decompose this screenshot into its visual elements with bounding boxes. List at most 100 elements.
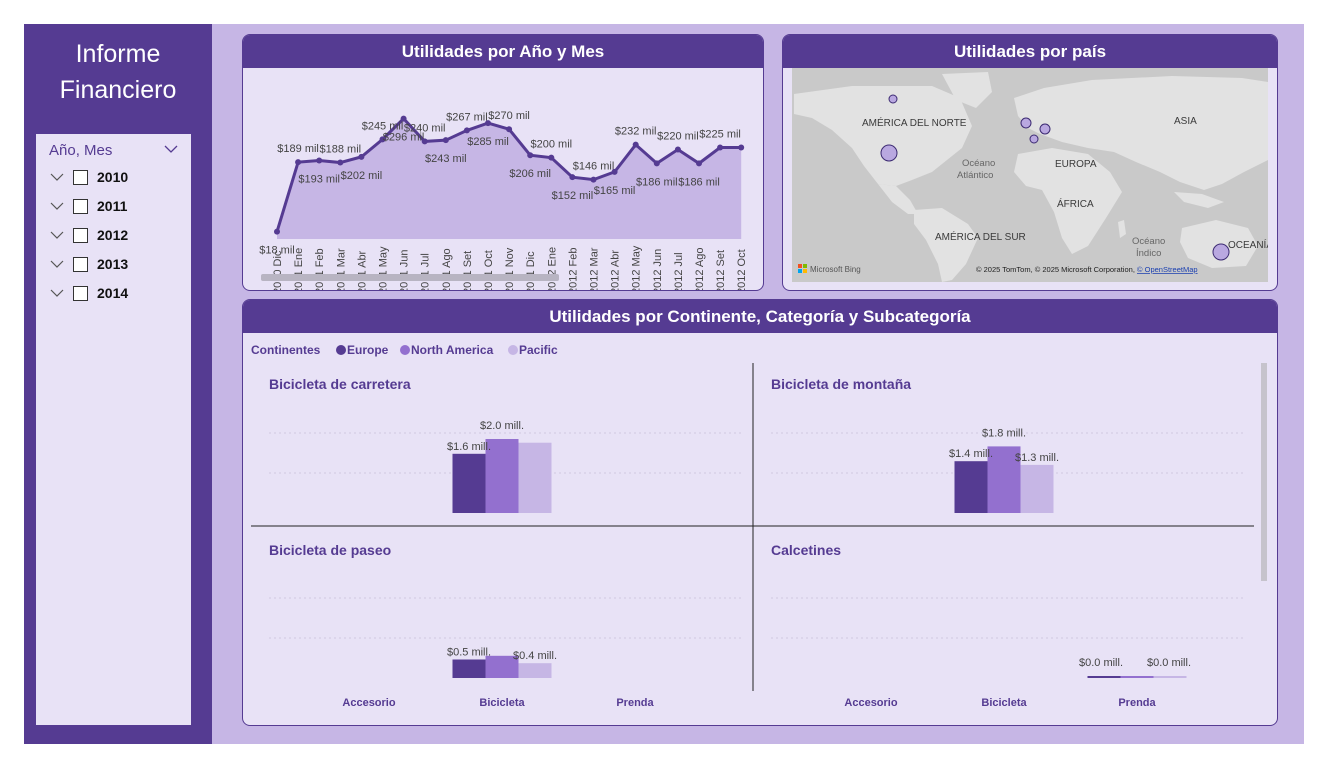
map-attribution: © 2025 TomTom, © 2025 Microsoft Corporat… — [976, 265, 1198, 274]
osm-link[interactable]: © OpenStreetMap — [1137, 265, 1198, 274]
legend-item[interactable]: Pacific — [519, 343, 558, 357]
chevron-down-icon[interactable] — [50, 258, 64, 270]
line-point[interactable] — [358, 153, 365, 160]
line-point[interactable] — [611, 168, 618, 175]
legend-item[interactable]: North America — [411, 343, 494, 357]
line-point[interactable] — [337, 159, 344, 166]
chevron-down-icon[interactable] — [50, 229, 64, 241]
map-bubbles — [880, 94, 1230, 261]
line-point[interactable] — [738, 144, 745, 151]
vertical-scrollbar[interactable] — [1261, 363, 1267, 581]
line-point[interactable] — [527, 152, 534, 159]
data-label: $0.5 mill. — [447, 647, 491, 659]
slicer-year-2012[interactable]: 2012 — [48, 226, 178, 248]
bubble-united-states[interactable] — [880, 144, 898, 162]
bar[interactable] — [1153, 676, 1187, 678]
line-point[interactable] — [717, 144, 724, 151]
data-label: $186 mil — [678, 176, 720, 188]
line-point[interactable] — [548, 154, 555, 161]
horizontal-scrollbar[interactable] — [261, 274, 559, 281]
data-label: $193 mil — [298, 174, 340, 186]
line-point[interactable] — [632, 141, 639, 148]
data-label: $188 mil — [320, 144, 362, 156]
slicer-checkbox[interactable] — [73, 286, 88, 301]
slicer-checkbox[interactable] — [73, 257, 88, 272]
x-tick-label: 2012 Feb — [567, 248, 579, 290]
bar[interactable] — [518, 663, 552, 678]
x-tick-label: 2010 Dic — [272, 250, 284, 290]
slicer-checkbox[interactable] — [73, 199, 88, 214]
bar[interactable] — [1020, 464, 1054, 513]
line-point[interactable] — [485, 120, 491, 127]
data-label: $270 mil — [488, 110, 530, 122]
data-label: $200 mil — [531, 139, 573, 151]
small-multiples-chart: Continentes Europe North America Pacific Bic… — [251, 343, 1254, 709]
slicer-year-2014[interactable]: 2014 — [48, 284, 178, 306]
legend-item[interactable]: Europe — [347, 343, 389, 357]
slicer-year-label: 2013 — [97, 256, 129, 272]
profit-by-year-month-card: Utilidades por Año y Mes $18 mil 2010 Dic… — [242, 34, 764, 291]
data-label: $1.3 mill. — [1015, 452, 1059, 464]
map-title: Utilidades por país — [783, 35, 1277, 68]
category-axis-label: Accesorio — [342, 697, 395, 709]
map-label-atlantic-2: Atlántico — [957, 170, 993, 181]
bubble-france[interactable] — [1029, 134, 1039, 144]
slicer-checkbox[interactable] — [73, 170, 88, 185]
bar[interactable] — [485, 439, 519, 513]
bar[interactable] — [987, 446, 1021, 513]
chevron-down-icon[interactable] — [50, 171, 64, 183]
bing-logo-text: Microsoft Bing — [810, 265, 861, 274]
map-label-indian-2: Índico — [1136, 248, 1161, 259]
bubble-australia[interactable] — [1212, 243, 1230, 261]
data-label: $225 mil — [699, 129, 741, 141]
bar[interactable] — [1120, 676, 1154, 678]
line-point[interactable] — [274, 228, 280, 235]
chevron-down-icon[interactable] — [164, 142, 178, 156]
bar[interactable] — [954, 461, 988, 513]
line-point[interactable] — [653, 160, 660, 167]
data-label: $186 mil — [636, 176, 678, 188]
line-point[interactable] — [400, 115, 407, 122]
bubble-germany[interactable] — [1039, 123, 1051, 135]
line-point[interactable] — [696, 160, 702, 167]
line-point[interactable] — [442, 137, 449, 144]
x-tick-label: 2012 Mar — [589, 247, 601, 290]
map-land — [794, 72, 1268, 282]
line-point[interactable] — [421, 138, 428, 145]
bing-logo: Microsoft Bing — [798, 264, 861, 274]
x-tick-label: 2011 Jul — [420, 253, 432, 290]
slicer-year-2011[interactable]: 2011 — [48, 197, 178, 219]
legend-marker — [400, 345, 410, 355]
land-north-america — [794, 86, 972, 186]
data-label: $285 mil — [467, 136, 509, 148]
line-point[interactable] — [316, 157, 323, 164]
land-greenland — [942, 72, 992, 108]
line-point[interactable] — [379, 136, 386, 143]
x-tick-label: 2012 Ene — [546, 247, 558, 290]
bar[interactable] — [518, 442, 552, 513]
x-tick-label: 2012 Set — [715, 250, 727, 290]
line-point[interactable] — [590, 176, 597, 183]
x-tick-label: 2011 Nov — [504, 247, 516, 290]
bubble-united-kingdom[interactable] — [1020, 117, 1032, 129]
map-label-south-america: AMÉRICA DEL SUR — [935, 230, 1026, 243]
slicer-year-2013[interactable]: 2013 — [48, 255, 178, 277]
chevron-down-icon[interactable] — [50, 287, 64, 299]
line-point[interactable] — [506, 126, 513, 133]
data-label: $18 mil — [259, 245, 294, 257]
bar[interactable] — [452, 659, 486, 679]
line-point[interactable] — [295, 159, 302, 166]
bar[interactable] — [452, 453, 486, 513]
line-point[interactable] — [463, 127, 470, 134]
line-point[interactable] — [569, 174, 576, 181]
bubble-canada[interactable] — [888, 94, 898, 104]
bar[interactable] — [485, 655, 519, 678]
legend-marker — [508, 345, 518, 355]
chevron-down-icon[interactable] — [50, 200, 64, 212]
world-map[interactable]: AMÉRICA DEL NORTE EUROPA ASIA Océano Atl… — [792, 68, 1268, 282]
slicer-checkbox[interactable] — [73, 228, 88, 243]
year-month-slicer[interactable]: Año, Mes 2010 2011 2012 2013 2014 — [36, 134, 191, 725]
line-point[interactable] — [674, 146, 681, 153]
slicer-year-2010[interactable]: 2010 — [48, 168, 178, 190]
bar[interactable] — [1087, 676, 1121, 678]
